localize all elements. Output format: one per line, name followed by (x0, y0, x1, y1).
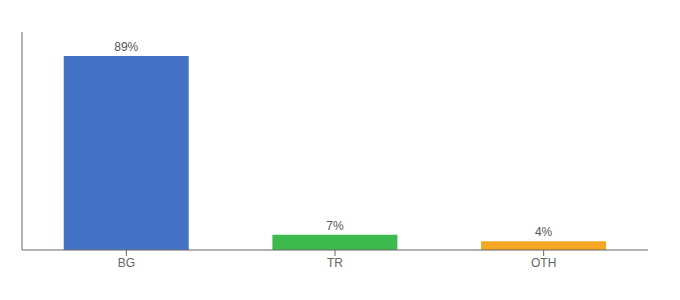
svg-text:4%: 4% (535, 225, 553, 239)
svg-text:BG: BG (118, 256, 135, 270)
svg-text:OTH: OTH (531, 256, 556, 270)
svg-text:7%: 7% (326, 219, 344, 233)
svg-text:89%: 89% (114, 40, 138, 54)
svg-text:TR: TR (327, 256, 343, 270)
